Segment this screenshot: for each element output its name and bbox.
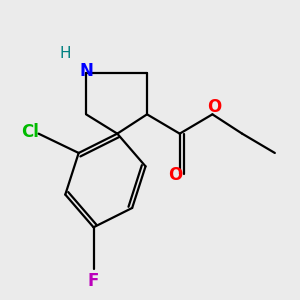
Text: N: N	[79, 62, 93, 80]
Text: O: O	[207, 98, 221, 116]
Text: F: F	[88, 272, 99, 290]
Text: O: O	[168, 166, 182, 184]
Text: H: H	[59, 46, 71, 61]
Text: Cl: Cl	[21, 123, 39, 141]
